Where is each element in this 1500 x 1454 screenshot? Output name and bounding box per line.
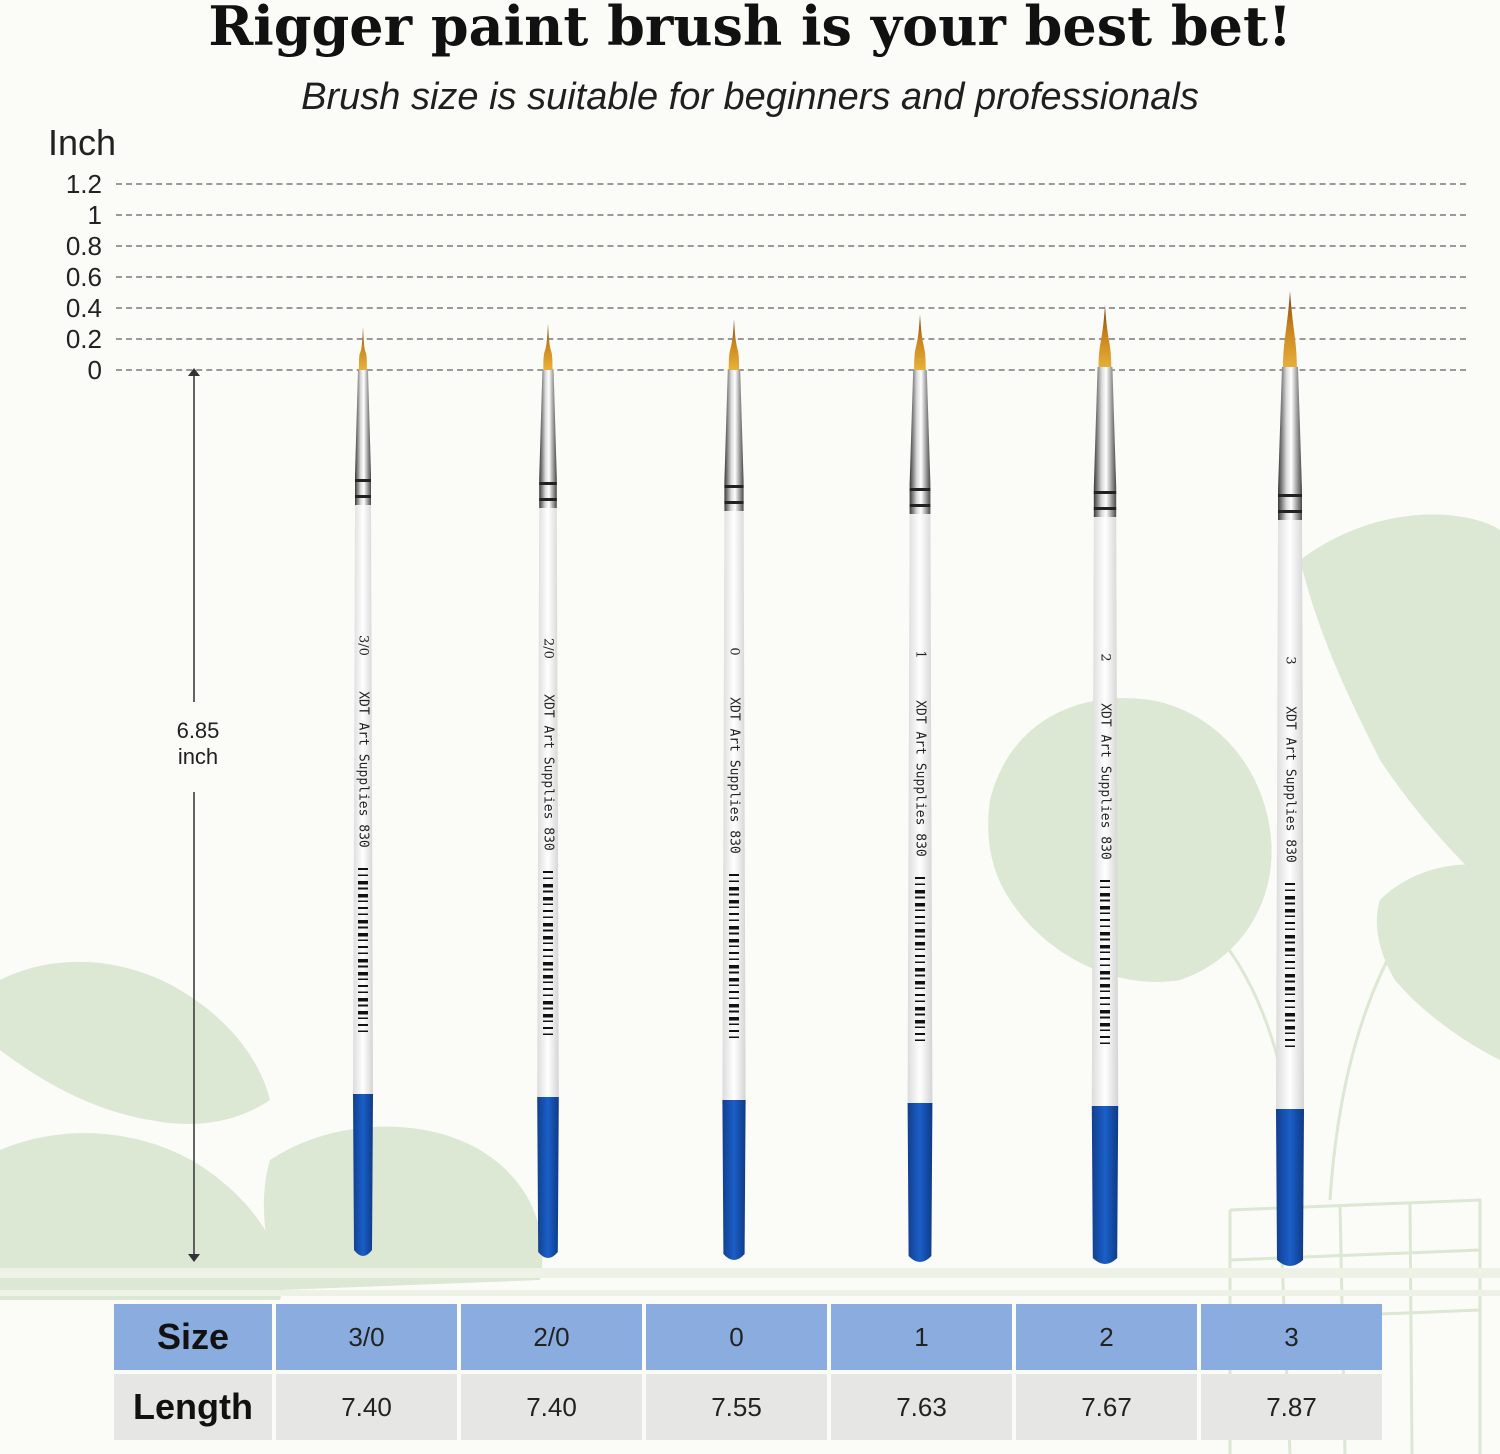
page-subtitle: Brush size is suitable for beginners and… [301,76,1199,118]
scale-tick-label: 0.2 [65,324,102,354]
scale-gridline [116,214,1466,216]
brush-brand-text: XDT Art Supplies 830 [1097,703,1113,860]
brush-4: 1 XDT Art Supplies 830 [900,0,940,1454]
size-cell: 3 [1201,1304,1382,1370]
length-cell: 7.63 [831,1374,1012,1440]
overall-length-label: 6.85 inch [148,718,248,770]
scale-gridline [116,338,1466,340]
brush-size-mark: 1 [912,650,928,659]
brush-size-mark: 2 [1097,653,1113,662]
size-cell: 2 [1016,1304,1197,1370]
brush-brand-text: XDT Art Supplies 830 [912,700,928,857]
brush-brand-text: XDT Art Supplies 830 [540,694,556,851]
scale-gridline [116,369,1466,371]
brush-6: 3 XDT Art Supplies 830 [1270,0,1310,1454]
scale-tick-label: 1 [87,200,102,230]
brush-size-mark: 0 [726,647,742,656]
brush-illustration [1276,290,1304,1266]
scale-gridline [116,276,1466,278]
overall-length-value: 6.85 [176,718,220,743]
brush-size-mark: 2/0 [540,638,556,659]
brush-illustration [722,318,746,1260]
scale-tick-label: 1.2 [65,169,102,199]
scale-gridline [116,307,1466,309]
scale-tick-label: 0.4 [65,293,102,323]
page-title: Rigger paint brush is your best bet! [208,0,1292,58]
brush-1: 3/0 XDT Art Supplies 830 [343,0,383,1454]
length-cell: 7.40 [276,1374,457,1440]
scale-unit-label: Inch [48,122,117,163]
brush-size-mark: 3 [1282,656,1298,665]
size-header: Size [114,1304,272,1370]
length-cell: 7.67 [1016,1374,1197,1440]
size-cell: 1 [831,1304,1012,1370]
scale-gridline [116,183,1466,185]
size-cell: 0 [646,1304,827,1370]
brush-illustration [907,314,933,1262]
length-cell: 7.40 [461,1374,642,1440]
length-row: Length 7.40 7.40 7.55 7.63 7.67 7.87 [114,1374,1382,1440]
brush-brand-text: XDT Art Supplies 830 [355,691,371,848]
size-cell: 2/0 [461,1304,642,1370]
brush-illustration [353,326,373,1256]
size-cell: 3/0 [276,1304,457,1370]
brush-2: 2/0 XDT Art Supplies 830 [528,0,568,1454]
scale-tick-label: 0.6 [65,262,102,292]
brush-size-mark: 3/0 [355,635,371,656]
size-row: Size 3/0 2/0 0 1 2 3 [114,1304,1382,1370]
scale-gridline [116,245,1466,247]
length-header: Length [114,1374,272,1440]
brush-spec-table: Size 3/0 2/0 0 1 2 3 Length 7.40 7.40 7.… [110,1300,1386,1444]
length-cell: 7.55 [646,1374,827,1440]
brush-illustration [537,323,559,1258]
brush-3: 0 XDT Art Supplies 830 [714,0,754,1454]
length-cell: 7.87 [1201,1374,1382,1440]
brush-5: 2 XDT Art Supplies 830 [1085,0,1125,1454]
brush-illustration [1091,304,1119,1264]
brush-brand-text: XDT Art Supplies 830 [726,697,742,854]
scale-tick-label: 0.8 [65,231,102,261]
overall-length-unit: inch [177,744,219,769]
scale-tick-label: 0 [87,355,102,385]
brush-brand-text: XDT Art Supplies 830 [1282,706,1298,863]
